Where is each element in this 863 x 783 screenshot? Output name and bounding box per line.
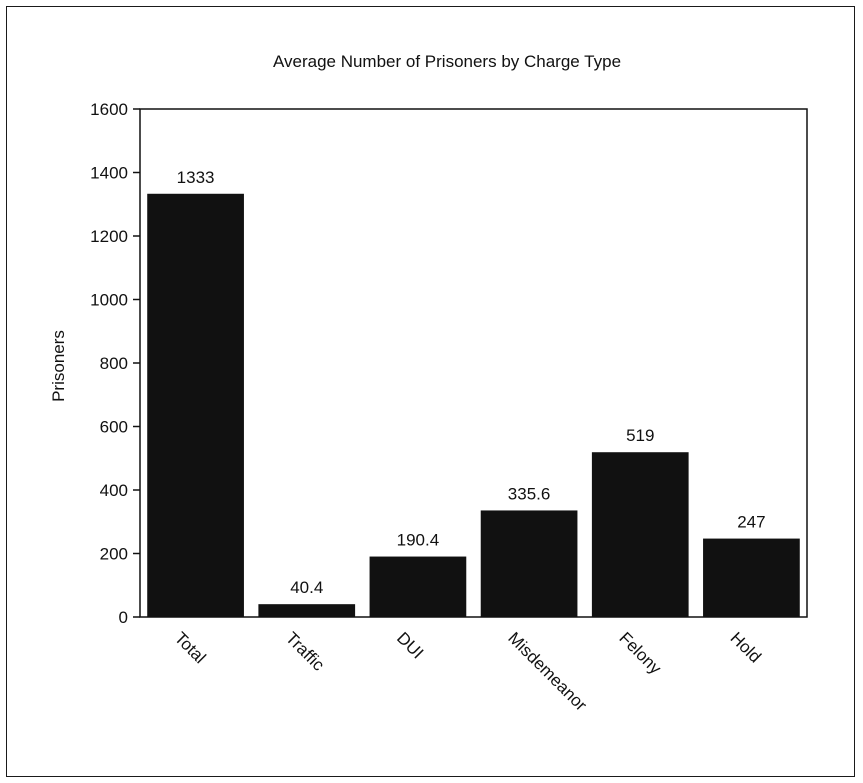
value-label-total: 1333 bbox=[177, 168, 215, 187]
x-tick-label-hold: Hold bbox=[727, 628, 765, 666]
x-tick-label-traffic: Traffic bbox=[282, 628, 329, 675]
x-tick-label-misdemeanor: Misdemeanor bbox=[504, 628, 590, 714]
y-tick-label: 1400 bbox=[90, 164, 128, 183]
x-tick-label-dui: DUI bbox=[393, 628, 427, 662]
value-label-misdemeanor: 335.6 bbox=[508, 484, 551, 503]
y-tick-label: 600 bbox=[100, 418, 128, 437]
bar-misdemeanor bbox=[480, 510, 578, 617]
y-tick-label: 400 bbox=[100, 481, 128, 500]
x-tick-label-felony: Felony bbox=[615, 628, 665, 678]
y-tick-label: 0 bbox=[119, 608, 128, 627]
value-label-felony: 519 bbox=[626, 426, 654, 445]
y-axis-ticks: 0 200 400 600 800 1000 1200 1400 1600 bbox=[90, 100, 140, 627]
plot-area bbox=[139, 108, 808, 618]
y-tick-label: 1000 bbox=[90, 291, 128, 310]
bar-total bbox=[147, 193, 244, 617]
bar-felony bbox=[591, 452, 689, 617]
bar-traffic bbox=[258, 604, 356, 617]
chart-title: Average Number of Prisoners by Charge Ty… bbox=[273, 52, 621, 71]
y-tick-label: 1200 bbox=[90, 227, 128, 246]
value-label-traffic: 40.4 bbox=[290, 578, 323, 597]
x-tick-label-total: Total bbox=[171, 628, 210, 667]
y-tick-label: 800 bbox=[100, 354, 128, 373]
bars bbox=[147, 193, 800, 617]
y-tick-label: 200 bbox=[100, 545, 128, 564]
value-labels: 1333 40.4 190.4 335.6 519 247 bbox=[177, 168, 766, 597]
bar-hold bbox=[703, 538, 800, 617]
y-axis-label: Prisoners bbox=[49, 330, 68, 402]
y-tick-label: 1600 bbox=[90, 100, 128, 119]
value-label-hold: 247 bbox=[737, 513, 765, 532]
bar-dui bbox=[369, 556, 467, 617]
value-label-dui: 190.4 bbox=[397, 531, 440, 550]
x-axis-ticks: Total Traffic DUI Misdemeanor Felony Hold bbox=[171, 628, 765, 714]
